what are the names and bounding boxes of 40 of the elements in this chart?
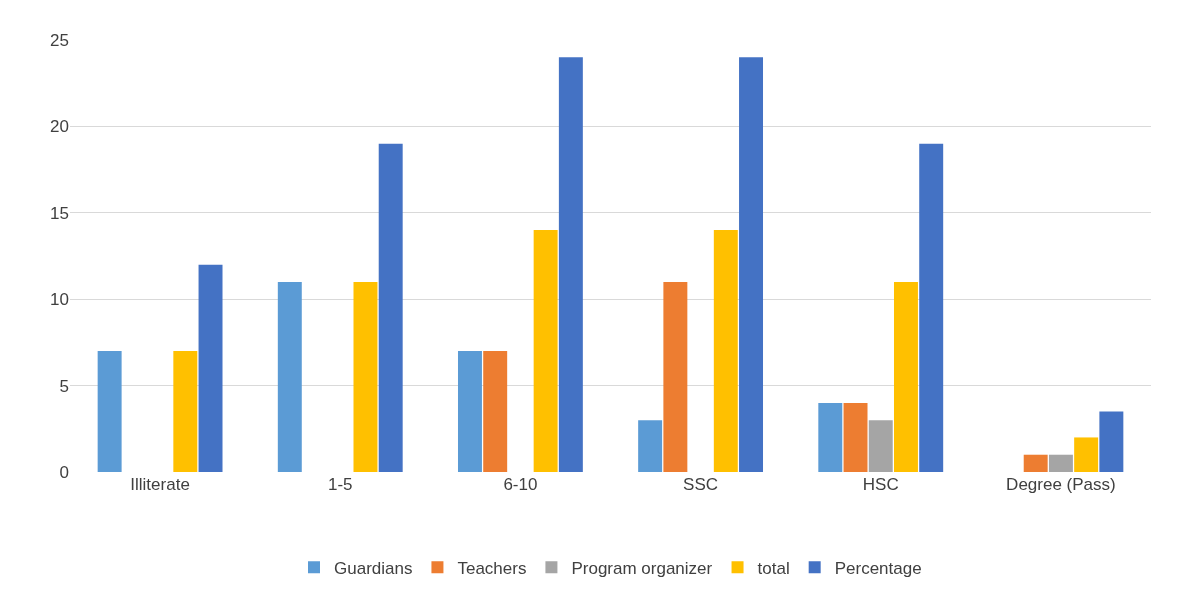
x-tick-label: 1-5: [327, 475, 353, 494]
legend-label: Percentage: [834, 558, 922, 578]
legend-label: Program organizer: [571, 558, 713, 578]
bar: [818, 402, 843, 472]
bar: [533, 230, 558, 472]
x-tick-label: Degree (Pass): [1006, 475, 1116, 494]
y-tick-label: 5: [59, 376, 69, 396]
bar: [353, 281, 378, 472]
x-tick-label: HSC: [862, 475, 899, 494]
legend-label: total: [757, 558, 790, 578]
bar: [457, 351, 482, 472]
bar: [663, 281, 688, 472]
x-tick-label: Illiterate: [130, 475, 190, 494]
bar: [739, 57, 764, 472]
bar: [97, 351, 122, 472]
bar: [638, 420, 663, 472]
y-tick-label: 25: [50, 30, 69, 50]
bar: [713, 230, 738, 472]
bar: [1074, 437, 1099, 472]
y-tick-label: 15: [50, 203, 69, 223]
bar: [843, 402, 868, 472]
x-tick-label: 6-10: [503, 475, 538, 494]
bar: [1099, 411, 1124, 472]
bar: [558, 57, 583, 472]
bar: [483, 351, 508, 472]
bar: [893, 281, 918, 472]
bar: [277, 281, 302, 472]
bar: [1023, 454, 1048, 472]
legend-label: Guardians: [334, 558, 413, 578]
x-tick-label: SSC: [683, 475, 719, 494]
y-tick-label: 20: [50, 117, 69, 137]
legend-label: Teachers: [457, 558, 527, 578]
bar: [1048, 454, 1073, 472]
bar: [868, 420, 893, 472]
bar: [198, 264, 223, 472]
bar: [919, 143, 944, 472]
bar: [378, 143, 403, 472]
y-tick-label: 0: [59, 462, 69, 482]
y-tick-label: 10: [50, 290, 69, 310]
bar: [173, 351, 198, 472]
